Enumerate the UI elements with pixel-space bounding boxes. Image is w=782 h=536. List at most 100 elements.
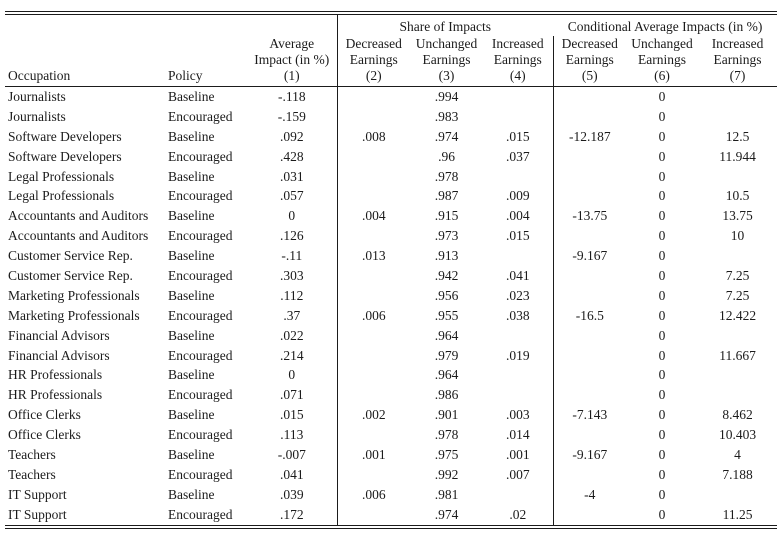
cell-occupation: IT Support: [8, 486, 67, 502]
column-header-line: Impact (in %): [254, 52, 330, 67]
cell-share-decreased: .006: [361, 486, 386, 502]
column-number-6: (6): [626, 68, 699, 87]
cell-average-impact: -.118: [247, 86, 338, 107]
column-header-line: Average: [269, 36, 315, 51]
cell-share-increased: .009: [483, 186, 554, 207]
column-number-3: (3): [410, 68, 484, 87]
column-header-average-impact: Average Impact (in %): [247, 36, 338, 68]
cell-conditional-decreased: [553, 107, 626, 127]
column-number-4: (4): [483, 68, 554, 87]
cell-share-increased: .003: [483, 405, 554, 426]
cell-conditional-decreased: [553, 266, 626, 286]
column-header-row: Average Impact (in %) Decreased Earnings…: [5, 36, 777, 68]
cell-share-decreased: [337, 465, 410, 485]
cell-conditional-unchanged: 0: [658, 88, 666, 104]
cell-policy: Baseline: [168, 248, 215, 264]
cell-policy: Baseline: [168, 486, 215, 502]
column-header-increased-earnings-share: Increased Earnings: [483, 36, 554, 68]
cell-share-unchanged: .981: [434, 486, 459, 502]
cell-average-impact: 0: [247, 365, 338, 386]
column-header-line: Decreased: [345, 36, 402, 51]
cell-average-impact: .428: [247, 146, 338, 167]
cell-conditional-decreased: -9.167: [572, 248, 608, 264]
cell-conditional-increased: 12.422: [718, 307, 757, 323]
cell-share-increased: [483, 385, 554, 406]
column-header-unchanged-earnings-share: Unchanged Earnings: [410, 36, 483, 68]
cell-average-impact: .126: [247, 226, 338, 247]
cell-conditional-increased: 11.25: [722, 506, 753, 522]
cell-conditional-increased: 4: [734, 446, 741, 462]
cell-conditional-decreased: [553, 167, 626, 187]
table-row: Office Clerks Encouraged .113 .978 .014 …: [5, 425, 777, 446]
cell-share-unchanged: .974: [434, 128, 459, 144]
column-header-line: Decreased: [561, 36, 618, 51]
table-row: IT Support Baseline .039 .006 .981 -4 0: [5, 484, 777, 505]
cell-share-decreased: [337, 326, 410, 346]
column-header-line: Earnings: [349, 52, 398, 67]
cell-share-unchanged: .978: [434, 168, 459, 184]
cell-share-decreased: [337, 365, 410, 385]
cell-policy: Baseline: [168, 208, 215, 224]
cell-conditional-unchanged: 0: [658, 327, 666, 343]
cell-conditional-decreased: [553, 147, 626, 167]
group-header-conditional-average-impacts: Conditional Average Impacts (in %): [567, 19, 763, 34]
cell-average-impact: 0: [247, 206, 338, 227]
cell-average-impact: .057: [247, 186, 338, 207]
cell-conditional-increased: [698, 365, 777, 385]
cell-occupation: Legal Professionals: [8, 188, 115, 204]
cell-share-decreased: .013: [361, 248, 386, 264]
cell-conditional-decreased: -4: [584, 486, 596, 502]
cell-conditional-increased: [698, 326, 777, 346]
cell-share-decreased: [337, 346, 410, 366]
cell-occupation: Journalists: [8, 88, 66, 104]
cell-share-decreased: [337, 167, 410, 187]
cell-share-increased: .038: [483, 305, 554, 326]
cell-conditional-unchanged: 0: [658, 148, 666, 164]
column-header-unchanged-earnings-conditional: Unchanged Earnings: [626, 36, 698, 68]
cell-share-decreased: [337, 186, 410, 206]
cell-share-unchanged: .955: [434, 307, 459, 323]
cell-share-unchanged: .975: [434, 446, 459, 462]
column-number-row: Occupation Policy (1) (2) (3) (4) (5) (6…: [5, 68, 778, 87]
cell-share-decreased: .008: [361, 128, 386, 144]
table-row: Financial Advisors Baseline .022 .964 0: [5, 325, 777, 346]
cell-conditional-unchanged: 0: [658, 188, 666, 204]
cell-share-unchanged: .942: [434, 267, 459, 283]
cell-conditional-decreased: -7.143: [572, 407, 608, 423]
cell-share-unchanged: .994: [434, 88, 459, 104]
cell-share-unchanged: .992: [434, 466, 459, 482]
column-header-line: Earnings: [422, 52, 471, 67]
table-row: Office Clerks Baseline .015 .002 .901 .0…: [5, 405, 777, 426]
cell-share-increased: .007: [483, 464, 554, 485]
cell-conditional-unchanged: 0: [658, 427, 666, 443]
cell-conditional-increased: 7.25: [725, 267, 750, 283]
cell-conditional-unchanged: 0: [658, 347, 666, 363]
cell-share-increased: [483, 166, 554, 187]
column-number-1: (1): [247, 68, 338, 87]
cell-policy: Baseline: [168, 168, 215, 184]
cell-occupation: Marketing Professionals: [8, 287, 140, 303]
cell-conditional-unchanged: 0: [658, 248, 666, 264]
cell-conditional-decreased: [553, 87, 626, 107]
cell-occupation: Office Clerks: [8, 427, 81, 443]
cell-average-impact: .039: [247, 484, 338, 505]
cell-conditional-decreased: [553, 226, 626, 246]
cell-conditional-decreased: -13.75: [572, 208, 608, 224]
cell-average-impact: .071: [247, 385, 338, 406]
cell-conditional-increased: [698, 385, 777, 405]
cell-conditional-increased: [698, 107, 777, 127]
table-row: Financial Advisors Encouraged .214 .979 …: [5, 345, 777, 366]
table-row: Journalists Baseline -.118 .994 0: [5, 86, 777, 107]
cell-policy: Encouraged: [168, 307, 233, 323]
cell-conditional-increased: 7.188: [722, 466, 753, 482]
cell-conditional-decreased: [553, 505, 626, 527]
cell-share-decreased: [337, 425, 410, 445]
cell-share-unchanged: .987: [434, 188, 459, 204]
cell-conditional-unchanged: 0: [658, 128, 666, 144]
table-row: HR Professionals Encouraged .071 .986 0: [5, 385, 777, 406]
cell-policy: Encouraged: [168, 506, 233, 522]
cell-average-impact: -.11: [247, 246, 338, 267]
cell-occupation: Customer Service Rep.: [8, 267, 133, 283]
cell-share-increased: .02: [483, 504, 554, 527]
cell-policy: Encouraged: [168, 387, 233, 403]
